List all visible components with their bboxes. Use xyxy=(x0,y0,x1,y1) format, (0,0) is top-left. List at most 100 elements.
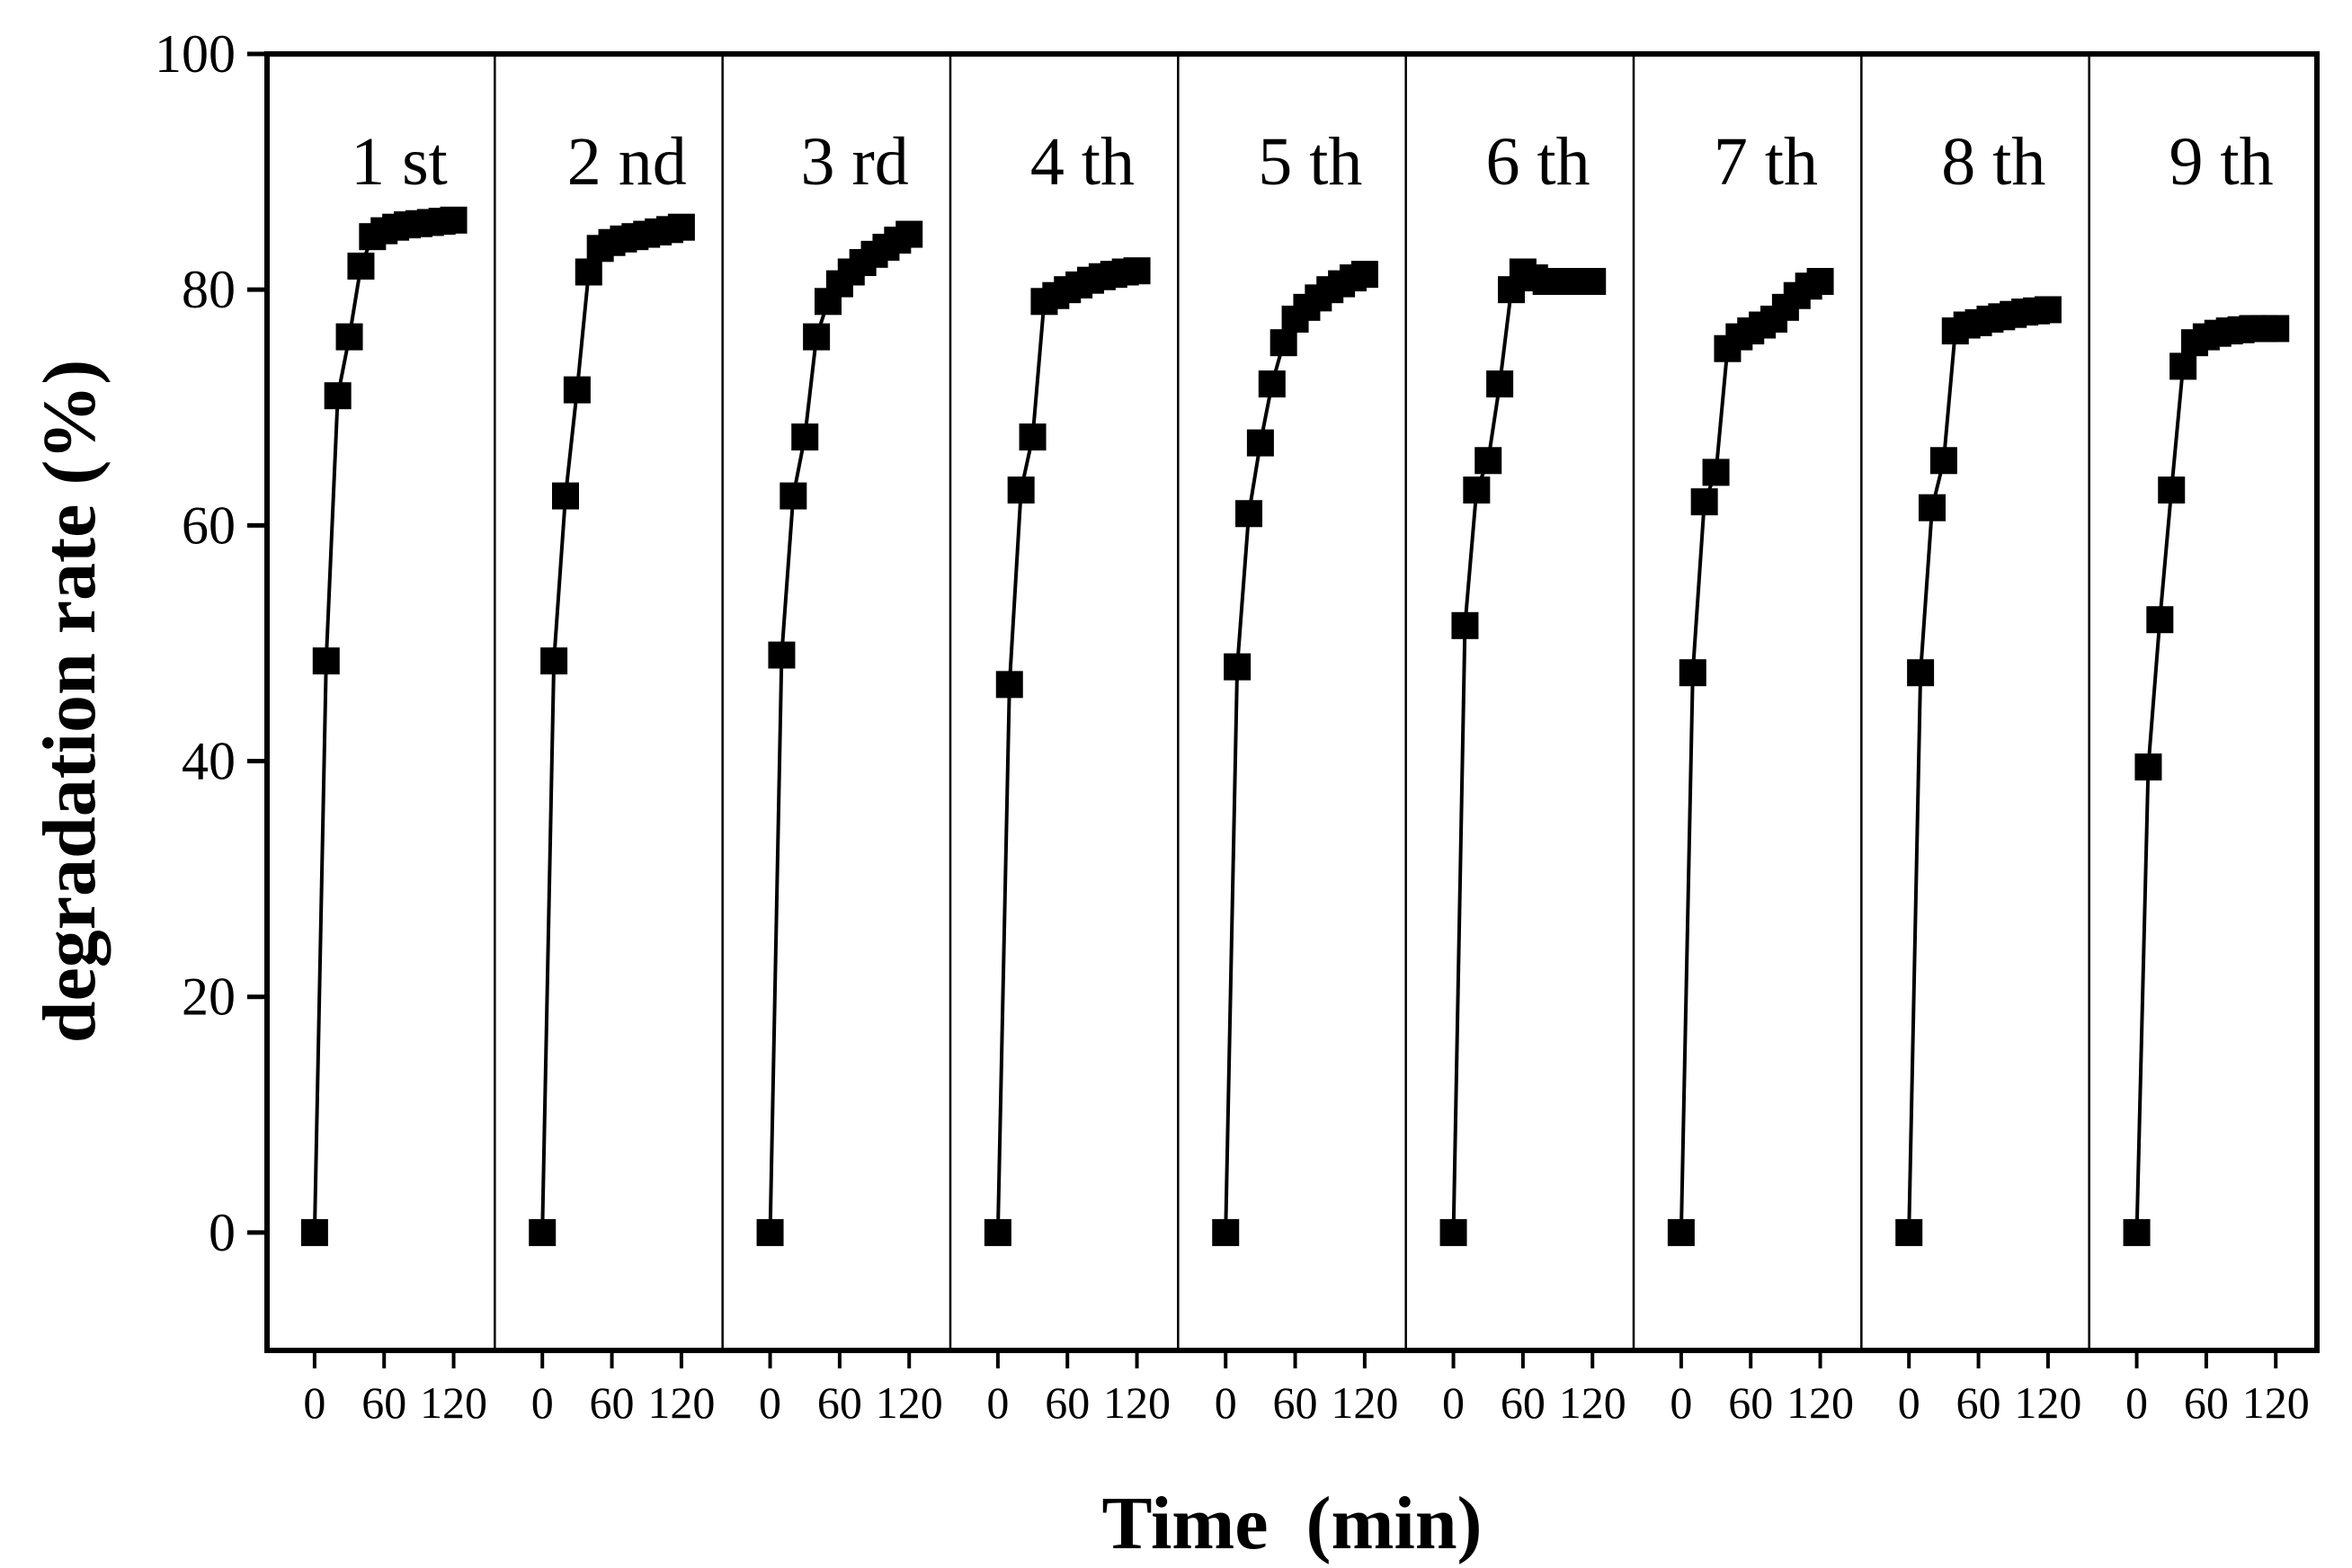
data-point xyxy=(1579,268,1607,296)
data-point xyxy=(1895,1218,1923,1246)
x-tick-label: 120 xyxy=(876,1377,943,1428)
data-point xyxy=(1246,429,1274,457)
cycle-label: 4 th xyxy=(1030,124,1135,200)
data-point xyxy=(1486,370,1514,398)
x-tick-label: 120 xyxy=(1331,1377,1398,1428)
cycle-label: 9 th xyxy=(2169,124,2274,200)
data-point xyxy=(529,1218,557,1246)
x-tick-label: 120 xyxy=(1786,1377,1854,1428)
x-tick-label: 120 xyxy=(647,1377,715,1428)
x-tick-label: 0 xyxy=(531,1377,554,1428)
y-tick-label: 100 xyxy=(155,24,236,84)
x-tick-label: 60 xyxy=(1045,1377,1090,1428)
data-point xyxy=(1806,268,1834,296)
cycle-label: 8 th xyxy=(1941,124,2045,200)
data-point xyxy=(1679,659,1706,687)
data-point xyxy=(1702,459,1730,486)
cycle-panel-1: 1 st xyxy=(300,124,468,1246)
data-point xyxy=(895,220,923,248)
x-tick-label: 120 xyxy=(2242,1377,2310,1428)
data-point xyxy=(1690,488,1718,516)
cycle-panel-9: 9 th xyxy=(2088,54,2290,1350)
cycle-label: 5 th xyxy=(1258,124,1362,200)
x-tick-label: 60 xyxy=(361,1377,406,1428)
data-point xyxy=(1907,659,1935,687)
data-point xyxy=(1270,329,1297,357)
data-point xyxy=(552,482,579,510)
data-point xyxy=(984,1218,1011,1246)
data-point xyxy=(803,323,831,351)
y-tick-label: 80 xyxy=(182,260,236,319)
cycle-panel-2: 2 nd xyxy=(494,54,695,1350)
data-point xyxy=(2123,1218,2151,1246)
x-tick-label: 0 xyxy=(1442,1377,1465,1428)
x-axis-title: Time (min) xyxy=(1101,1482,1482,1565)
x-tick-label: 0 xyxy=(303,1377,325,1428)
plot-frame xyxy=(264,51,2320,1353)
x-axis: 0 60 120 0 60 120 0 60 120 0 60 120 0 60 120 0 60 120 0 60 1… xyxy=(303,1350,2310,1428)
cycle-panel-7: 7 th xyxy=(1632,54,1834,1350)
series-line xyxy=(2134,326,2276,1233)
cycle-panel-8: 8 th xyxy=(1860,54,2062,1350)
data-point xyxy=(1463,477,1491,504)
y-tick-label: 40 xyxy=(182,732,236,791)
data-point xyxy=(995,671,1023,699)
data-point xyxy=(312,647,340,675)
series-line xyxy=(540,225,682,1233)
data-point xyxy=(791,423,819,451)
data-point xyxy=(2034,296,2062,324)
data-point xyxy=(1212,1218,1240,1246)
data-point xyxy=(780,482,807,510)
data-point xyxy=(575,258,602,286)
data-point xyxy=(1235,500,1262,528)
x-tick-label: 60 xyxy=(2184,1377,2229,1428)
x-tick-label: 60 xyxy=(1728,1377,1773,1428)
data-point xyxy=(1350,261,1378,289)
data-point xyxy=(1123,257,1151,285)
cycle-panel-4: 4 th xyxy=(949,54,1151,1350)
series-line xyxy=(1679,280,1822,1233)
data-point xyxy=(2146,606,2174,634)
y-tick-label: 20 xyxy=(182,967,236,1027)
cycle-panels: 1 st 2 nd 3 rd 4 th 5 th 6 th 7 th 8 th 9 th xyxy=(300,54,2290,1350)
data-point xyxy=(1919,494,1946,521)
data-point xyxy=(1007,477,1035,504)
x-tick-label: 60 xyxy=(1501,1377,1546,1428)
x-tick-label: 60 xyxy=(590,1377,635,1428)
series-line xyxy=(1907,307,2049,1233)
x-tick-label: 0 xyxy=(1215,1377,1237,1428)
cycle-panel-3: 3 rd xyxy=(721,54,923,1350)
x-tick-label: 120 xyxy=(1559,1377,1626,1428)
data-point xyxy=(1019,423,1047,451)
data-point xyxy=(540,647,568,675)
data-point xyxy=(335,323,363,351)
x-tick-label: 60 xyxy=(1273,1377,1318,1428)
data-point xyxy=(440,206,468,234)
data-point xyxy=(1929,447,1957,475)
data-point xyxy=(324,382,352,410)
data-point xyxy=(2158,477,2186,504)
x-tick-label: 60 xyxy=(817,1377,862,1428)
data-point xyxy=(563,376,591,404)
y-axis-title: degradation rate (%) xyxy=(28,360,111,1044)
y-axis: 0 20 40 60 80 100 xyxy=(155,24,267,1262)
data-point xyxy=(2262,315,2290,343)
data-point xyxy=(1451,611,1479,639)
data-point xyxy=(756,1218,784,1246)
x-tick-label: 120 xyxy=(2014,1377,2081,1428)
data-point xyxy=(347,252,375,280)
x-tick-label: 60 xyxy=(1956,1377,2001,1428)
data-point xyxy=(1439,1218,1467,1246)
x-tick-label: 0 xyxy=(2125,1377,2148,1428)
y-tick-label: 60 xyxy=(182,495,236,555)
data-point xyxy=(2134,753,2162,781)
data-point xyxy=(667,213,695,241)
series-line xyxy=(768,232,911,1233)
cycle-label: 2 nd xyxy=(567,124,687,200)
x-tick-label: 0 xyxy=(1670,1377,1692,1428)
cycle-panel-6: 6 th xyxy=(1404,54,1607,1350)
series-line xyxy=(1224,272,1366,1233)
data-point xyxy=(1667,1218,1695,1246)
x-tick-label: 0 xyxy=(1898,1377,1920,1428)
